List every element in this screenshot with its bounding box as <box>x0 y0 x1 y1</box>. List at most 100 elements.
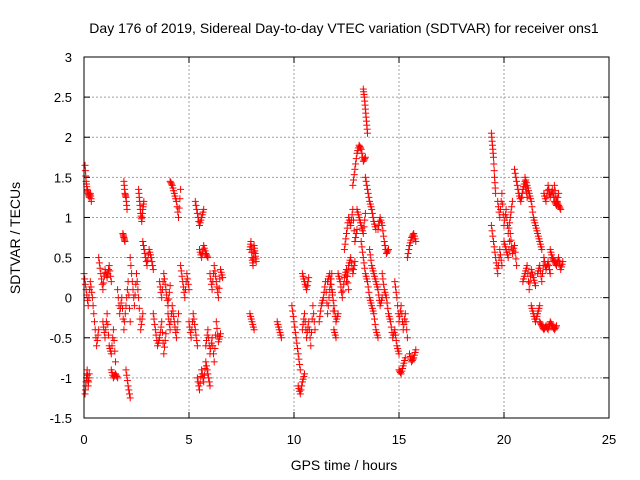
data-point <box>103 274 111 282</box>
data-point <box>109 326 117 334</box>
data-point <box>301 370 308 378</box>
data-point <box>368 209 376 217</box>
data-point <box>105 331 112 339</box>
data-point <box>158 294 166 302</box>
data-point <box>193 209 201 217</box>
data-point <box>122 366 130 374</box>
data-point <box>347 221 355 229</box>
data-point <box>349 270 357 278</box>
data-point <box>351 165 359 173</box>
data-point <box>315 318 323 326</box>
data-point <box>212 272 220 280</box>
data-point <box>291 328 299 336</box>
data-point <box>513 181 521 189</box>
data-point <box>361 155 369 163</box>
data-point <box>296 366 304 374</box>
data-point <box>392 331 399 339</box>
data-point <box>380 280 388 288</box>
data-point <box>328 286 336 294</box>
data-point <box>95 326 103 334</box>
data-point <box>214 294 222 302</box>
y-tick-label: 1.5 <box>54 170 72 185</box>
data-point <box>107 272 115 280</box>
data-point <box>130 302 138 310</box>
data-point <box>173 326 181 334</box>
data-point <box>523 262 531 270</box>
data-point <box>206 382 214 390</box>
data-point <box>219 274 227 282</box>
data-point <box>166 282 174 290</box>
data-point <box>296 361 304 369</box>
data-point <box>127 262 135 270</box>
data-point <box>124 382 132 390</box>
data-point <box>506 219 514 227</box>
data-point <box>99 286 107 294</box>
data-point <box>349 181 357 189</box>
data-point <box>532 282 539 290</box>
data-point <box>301 310 308 318</box>
data-point <box>200 205 208 213</box>
data-point <box>103 310 111 318</box>
data-point <box>121 310 129 318</box>
data-point <box>546 270 554 278</box>
data-point <box>393 294 401 302</box>
data-point <box>210 262 218 270</box>
data-point <box>361 264 369 272</box>
data-point <box>344 267 352 275</box>
data-point <box>133 270 140 278</box>
data-point <box>177 185 185 193</box>
data-point <box>330 302 338 310</box>
data-point <box>490 167 498 175</box>
data-point <box>174 208 182 216</box>
data-point <box>105 266 112 274</box>
data-point <box>528 203 536 211</box>
data-point <box>544 258 552 266</box>
data-point <box>357 145 365 153</box>
data-point <box>368 205 376 213</box>
data-point <box>317 307 325 315</box>
data-point <box>525 278 532 286</box>
data-point <box>340 246 348 254</box>
data-point <box>304 278 312 286</box>
data-point <box>544 181 552 189</box>
data-point <box>555 254 563 262</box>
data-point <box>126 390 133 398</box>
data-point <box>252 258 260 266</box>
data-point <box>95 254 103 262</box>
data-point <box>175 310 182 318</box>
data-point <box>303 282 311 290</box>
data-point <box>292 334 300 342</box>
data-point <box>352 155 360 163</box>
data-point <box>126 304 133 312</box>
data-point <box>339 287 347 295</box>
data-point <box>506 238 514 246</box>
y-tick-label: 3 <box>65 50 72 65</box>
data-point <box>88 294 96 302</box>
data-point <box>203 252 211 260</box>
data-point <box>126 394 134 402</box>
data-point <box>498 262 506 270</box>
data-point <box>382 294 390 302</box>
data-point <box>396 369 404 377</box>
data-point <box>104 320 112 328</box>
data-point <box>161 336 169 344</box>
data-point <box>85 370 93 378</box>
data-point <box>392 283 399 291</box>
data-point <box>91 318 98 326</box>
data-point <box>342 235 350 243</box>
data-point <box>208 286 216 294</box>
data-point <box>149 262 157 270</box>
data-point <box>529 208 537 216</box>
x-tick-label: 0 <box>80 432 87 447</box>
data-point <box>351 238 359 246</box>
data-point <box>366 246 374 254</box>
data-point <box>147 254 155 262</box>
data-point <box>123 371 131 379</box>
data-point <box>366 251 374 259</box>
data-point <box>288 302 296 310</box>
data-point <box>177 262 185 270</box>
data-point <box>193 336 201 344</box>
data-point <box>90 310 98 318</box>
data-point <box>370 310 378 318</box>
data-point <box>291 323 299 331</box>
